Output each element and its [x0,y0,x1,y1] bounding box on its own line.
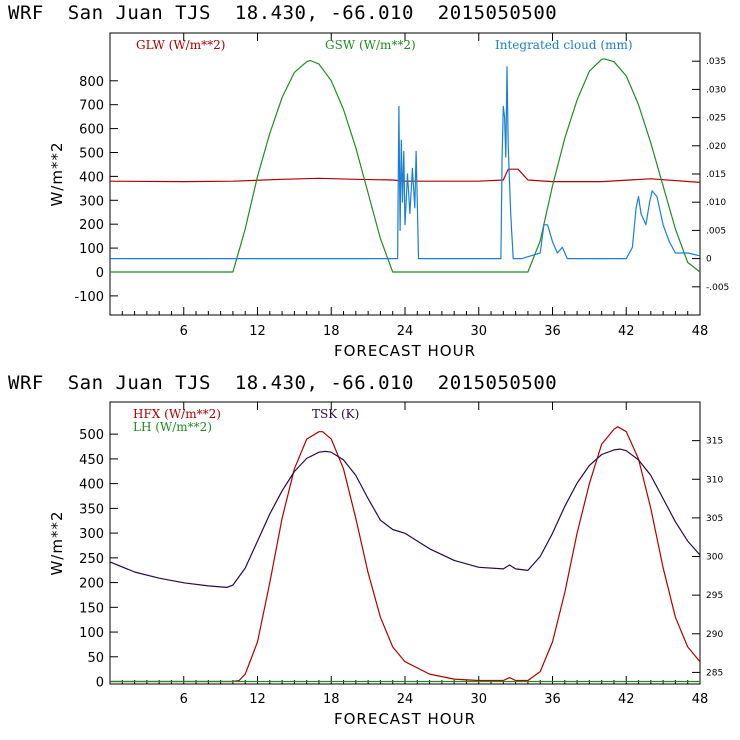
y-tick-label: 50 [87,651,104,666]
right-tick-label: .010 [706,198,726,208]
x-tick-label: 6 [180,692,188,707]
x-tick-label: 42 [618,324,635,339]
y-tick-label: 600 [79,123,104,138]
y-tick-label: 400 [79,170,104,185]
legend-tsk: TSK (K) [312,407,359,421]
x-tick-label: 36 [544,692,561,707]
y-axis-label: W/m**2 [48,510,66,575]
x-tick-label: 48 [692,692,709,707]
series-line-tsk [109,448,701,589]
series-line-hfx [110,426,701,683]
y-tick-label: 450 [79,453,104,468]
right-tick-label: .015 [706,170,726,180]
y-tick-label: 700 [79,99,104,114]
right-tick-label: 295 [706,591,723,601]
x-axis-label: FORECAST HOUR [334,710,476,728]
y-tick-label: 300 [79,527,104,542]
y-tick-label: 0 [96,676,104,691]
right-tick-label: .030 [706,85,726,95]
plot-frame-0 [109,32,701,316]
y-tick-label: 250 [79,552,104,567]
x-tick-label: 18 [323,692,340,707]
legend-lh: LH (W/m**2) [133,420,212,434]
x-axis-label: FORECAST HOUR [334,342,476,360]
right-tick-label: 310 [706,475,723,485]
right-tick-label: .025 [706,114,726,124]
chart-title-bottom: WRF San Juan TJS 18.430, -66.010 2015050… [8,372,558,394]
right-tick-label: 0 [706,255,712,265]
y-tick-label: 350 [79,502,104,517]
right-tick-label: .020 [706,142,726,152]
y-tick-label: 300 [79,194,104,209]
x-tick-label: 12 [249,692,266,707]
x-tick-label: 18 [323,324,340,339]
series-line-integrated [110,66,701,260]
legend-glw: GLW (W/m**2) [136,38,225,52]
legend-gsw: GSW (W/m**2) [325,38,416,52]
y-tick-label: 150 [79,601,104,616]
y-tick-label: 400 [79,478,104,493]
y-tick-label: -100 [74,290,104,305]
y-tick-label: 200 [79,218,104,233]
y-tick-label: 800 [79,75,104,90]
right-tick-label: 300 [706,553,723,563]
x-tick-label: 24 [397,324,414,339]
right-tick-label: .005 [706,226,726,236]
series-line-glw [109,168,701,183]
right-tick-label: 285 [706,668,723,678]
legend-hfx: HFX (W/m**2) [133,407,221,421]
y-tick-label: 100 [79,626,104,641]
x-tick-label: 30 [470,324,487,339]
x-tick-label: 36 [544,324,561,339]
plot-frame-1 [109,401,701,685]
right-tick-label: 305 [706,514,723,524]
y-tick-label: 200 [79,577,104,592]
legend-integrated: Integrated cloud (mm) [495,38,633,52]
x-tick-label: 24 [397,692,414,707]
x-tick-label: 6 [180,324,188,339]
right-tick-label: -.005 [706,283,729,293]
x-tick-label: 30 [470,692,487,707]
right-tick-label: 290 [706,630,723,640]
x-tick-label: 48 [692,324,709,339]
y-tick-label: 500 [79,428,104,443]
x-tick-label: 12 [249,324,266,339]
y-axis-label: W/m**2 [48,141,66,206]
y-tick-label: 500 [79,146,104,161]
y-tick-label: 0 [96,266,104,281]
y-tick-label: 100 [79,242,104,257]
right-tick-label: .035 [706,57,726,67]
series-line-gsw [110,58,701,273]
chart-title-top: WRF San Juan TJS 18.430, -66.010 2015050… [8,2,558,24]
x-tick-label: 42 [618,692,635,707]
right-tick-label: 315 [706,437,723,447]
